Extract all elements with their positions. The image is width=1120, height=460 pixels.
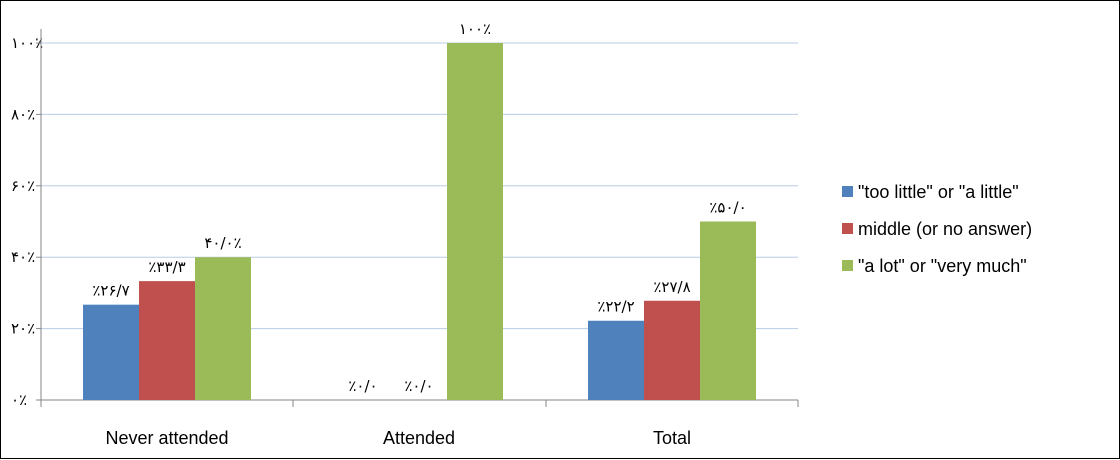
data-label: ٪۰/۰ xyxy=(404,377,433,395)
data-label: ٪۵۰/۰ xyxy=(709,199,746,217)
data-label: ۱۰۰٪ xyxy=(459,20,491,38)
y-tick-label: ۶۰٪ xyxy=(11,177,35,195)
legend-label: "a lot" or "very much" xyxy=(858,256,1027,276)
bar-2-1 xyxy=(447,43,503,400)
y-tick-label: ۰٪ xyxy=(11,391,27,409)
bar-0-0 xyxy=(83,304,139,400)
y-tick-label: ۱۰۰٪ xyxy=(11,34,43,52)
y-tick-label: ۴۰٪ xyxy=(11,248,35,266)
category-label: Never attended xyxy=(105,428,228,448)
legend-swatch xyxy=(842,186,853,197)
bar-0-2 xyxy=(588,320,644,400)
bar-2-2 xyxy=(700,221,756,400)
category-label: Total xyxy=(653,428,691,448)
legend-label: middle (or no answer) xyxy=(858,219,1032,239)
y-tick-label: ۸۰٪ xyxy=(11,105,35,123)
legend-swatch xyxy=(842,260,853,271)
data-label: ٪۲۲/۲ xyxy=(597,298,634,316)
bar-2-0 xyxy=(195,257,251,400)
legend-label: "too little" or "a little" xyxy=(858,182,1019,202)
bar-1-0 xyxy=(139,281,195,400)
data-label: ٪۰/۰ xyxy=(348,377,377,395)
category-label: Attended xyxy=(383,428,455,448)
bar-1-2 xyxy=(644,300,700,400)
data-label: ٪۲۷/۸ xyxy=(653,278,690,296)
y-tick-label: ۲۰٪ xyxy=(11,320,35,338)
legend-swatch xyxy=(842,223,853,234)
data-label: ٪۳۳/۳ xyxy=(148,258,185,276)
data-label: ۴۰/۰٪ xyxy=(204,234,241,252)
data-label: ٪۲۶/۷ xyxy=(92,282,129,300)
